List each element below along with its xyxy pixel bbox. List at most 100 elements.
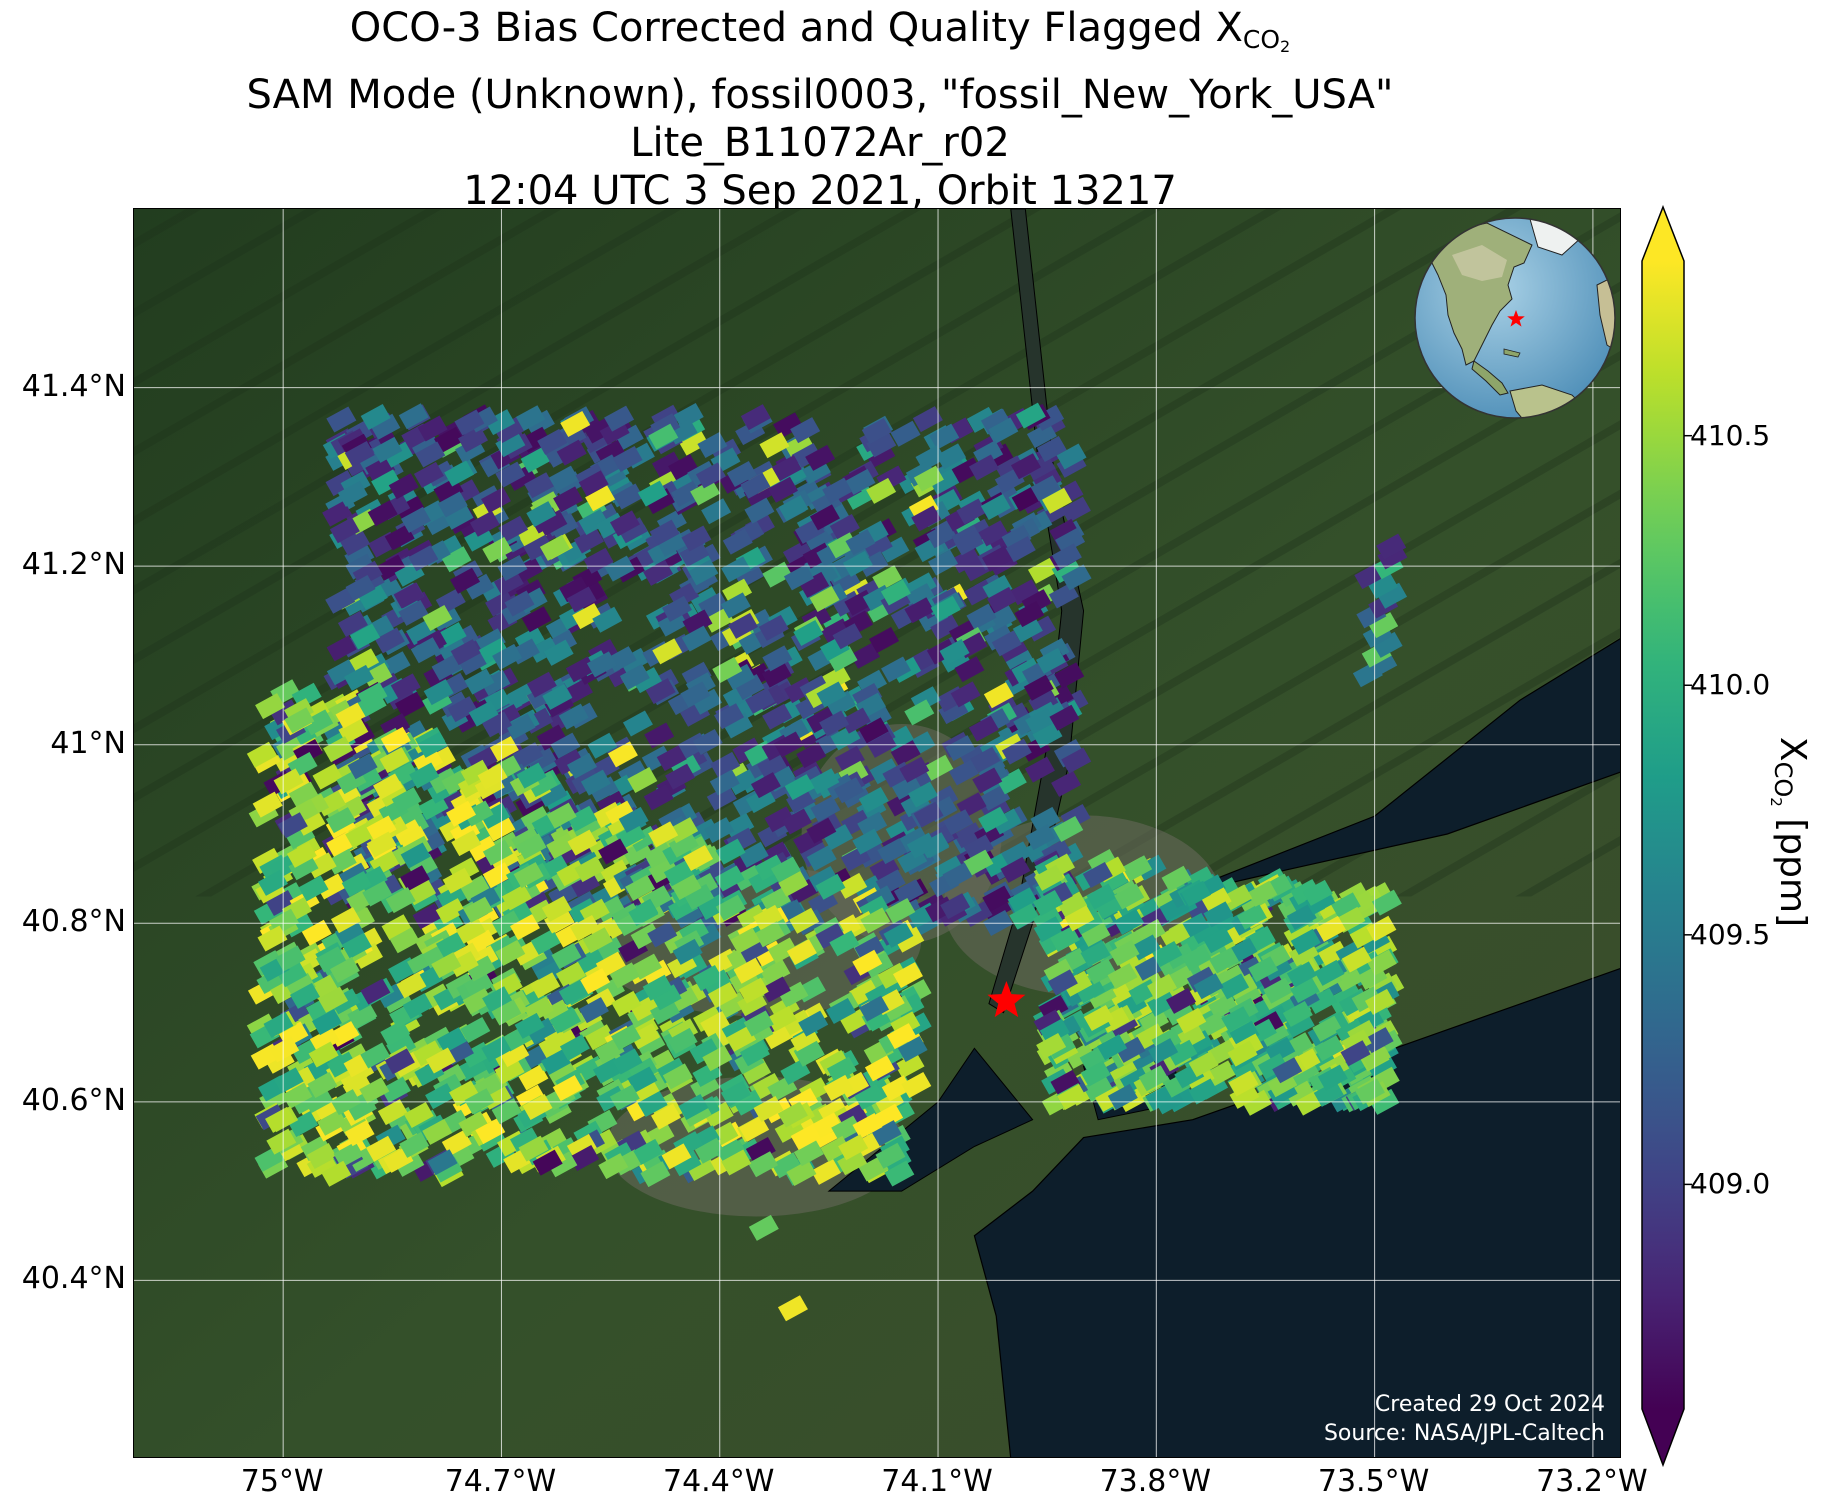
sounding-footprint	[771, 1152, 802, 1179]
sounding-footprint	[1030, 475, 1061, 502]
sounding-footprint	[987, 586, 1018, 613]
sounding-footprint	[566, 586, 597, 613]
sounding-footprint	[588, 776, 619, 803]
sounding-footprint	[526, 671, 557, 698]
colorbar-gradient	[1642, 261, 1684, 1409]
sounding-footprint	[956, 498, 987, 525]
sounding-footprint	[318, 986, 349, 1013]
sounding-footprint	[422, 1118, 453, 1145]
sounding-footprint	[394, 1150, 425, 1177]
sounding-footprint	[827, 646, 858, 673]
sounding-footprint	[1160, 922, 1191, 949]
sounding-footprint	[936, 443, 967, 470]
sounding-footprint	[514, 1012, 545, 1039]
sounding-footprint	[607, 741, 638, 768]
sounding-footprint	[968, 454, 999, 481]
sounding-footprint	[309, 1027, 340, 1054]
sounding-footprint	[784, 774, 815, 801]
sounding-footprint	[520, 806, 551, 833]
colorbar-extend-min	[1642, 1409, 1684, 1465]
sounding-footprint	[815, 922, 846, 949]
sounding-footprint	[578, 508, 609, 535]
sounding-footprint	[360, 403, 391, 430]
sounding-footprint	[543, 639, 574, 666]
sounding-footprint	[458, 1111, 489, 1138]
map-panel[interactable]	[133, 208, 1621, 1458]
sounding-footprint	[945, 735, 976, 762]
lon-tick-label: 74.7°W	[444, 1464, 557, 1499]
sounding-footprint	[906, 832, 937, 859]
sounding-footprint	[642, 974, 673, 1001]
sounding-footprint	[366, 831, 397, 858]
sounding-footprint	[255, 693, 286, 720]
sounding-footprint	[678, 429, 709, 456]
sounding-footprint	[786, 1159, 817, 1186]
sounding-footprint	[798, 1010, 829, 1037]
sounding-footprint	[790, 1123, 821, 1150]
sounding-footprint	[722, 712, 753, 739]
sounding-footprint	[996, 768, 1027, 795]
sounding-footprint	[717, 992, 748, 1019]
sounding-footprint	[539, 534, 570, 561]
sounding-footprint	[384, 1048, 415, 1075]
sounding-footprint	[1290, 928, 1321, 955]
sounding-footprint	[307, 1072, 338, 1099]
sounding-footprint	[388, 473, 419, 500]
sounding-footprint	[480, 802, 511, 829]
sounding-footprint	[303, 1087, 334, 1114]
sounding-footprint	[641, 745, 672, 772]
sounding-footprint	[1368, 612, 1399, 639]
sounding-footprint	[389, 927, 420, 954]
sounding-footprint	[518, 1135, 549, 1162]
sounding-footprint	[722, 578, 753, 605]
sounding-footprint	[547, 1151, 578, 1178]
sounding-footprint	[1188, 1078, 1219, 1105]
sounding-footprint	[1053, 739, 1084, 766]
sounding-footprint	[715, 894, 746, 921]
sounding-footprint	[330, 907, 361, 934]
sounding-footprint	[1050, 1069, 1081, 1096]
sounding-footprint	[1228, 1070, 1259, 1097]
title-line-4: 12:04 UTC 3 Sep 2021, Orbit 13217	[463, 168, 1177, 214]
sounding-footprint	[875, 1142, 906, 1169]
sounding-footprint	[482, 862, 513, 889]
sounding-footprint	[845, 468, 876, 495]
sounding-footprint	[482, 839, 513, 866]
sounding-footprint	[573, 527, 604, 554]
sounding-footprint	[1176, 1007, 1207, 1034]
sounding-footprint	[329, 517, 360, 544]
sounding-footprint	[715, 838, 746, 865]
sounding-footprint	[629, 995, 660, 1022]
sounding-footprint	[1062, 970, 1093, 997]
sounding-footprint	[808, 865, 839, 892]
sounding-footprint	[892, 962, 923, 989]
sounding-footprint	[1367, 572, 1398, 599]
sounding-footprint	[1175, 1023, 1206, 1050]
sounding-footprint	[288, 781, 319, 808]
sounding-footprint	[724, 663, 755, 690]
sounding-footprint	[648, 423, 679, 450]
sounding-footprint	[1314, 1035, 1345, 1062]
sounding-footprint	[1001, 525, 1032, 552]
sounding-footprint	[352, 942, 383, 969]
sounding-footprint	[567, 829, 598, 856]
sounding-footprint	[861, 704, 892, 731]
sounding-footprint	[690, 587, 721, 614]
sounding-footprint	[1188, 1051, 1219, 1078]
colorbar-tick-label: 410.0	[1690, 668, 1771, 702]
lat-tick-label: 40.8°N	[21, 904, 126, 940]
sounding-footprint	[609, 510, 640, 537]
sounding-footprint	[633, 1138, 664, 1165]
sounding-footprint	[819, 1049, 850, 1076]
sounding-footprint	[317, 1109, 348, 1136]
sounding-footprint	[859, 995, 890, 1022]
sounding-footprint	[1060, 496, 1091, 523]
sounding-footprint	[399, 865, 430, 892]
sounding-footprint	[325, 587, 356, 614]
sounding-footprint	[518, 1064, 549, 1091]
sounding-footprint	[252, 847, 283, 874]
map-canvas[interactable]	[134, 209, 1621, 1458]
sounding-footprint	[463, 896, 494, 923]
sounding-footprint	[572, 603, 603, 630]
sounding-footprint	[542, 683, 573, 710]
